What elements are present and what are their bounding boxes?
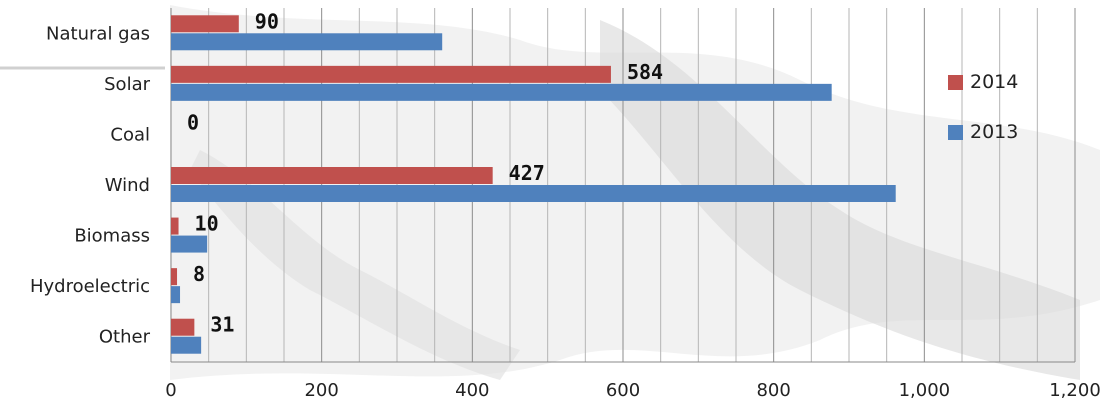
bar: [171, 235, 208, 253]
category-label: Biomass: [74, 226, 150, 247]
category-label: Wind: [105, 175, 150, 196]
x-tick-label: 600: [606, 380, 640, 401]
x-tick-label: 0: [165, 380, 176, 401]
bar: [171, 15, 239, 33]
category-label: Hydroelectric: [30, 276, 150, 297]
category-label: Coal: [110, 124, 150, 145]
bar: [171, 185, 896, 202]
legend-swatch: [948, 125, 963, 140]
legend-label: 2013: [970, 121, 1018, 143]
bar: [171, 286, 181, 304]
x-tick-label: 1,200: [1049, 380, 1101, 401]
legend-swatch: [948, 75, 963, 90]
bar: [171, 83, 832, 101]
data-label: 31: [210, 313, 234, 337]
category-label: Solar: [104, 74, 150, 95]
category-label: Natural gas: [46, 23, 150, 44]
x-tick-label: 800: [756, 380, 790, 401]
data-label: 10: [195, 212, 219, 236]
data-label: 584: [627, 60, 663, 84]
chart-bars: [171, 15, 896, 354]
bar: [171, 336, 202, 354]
bar: [171, 318, 195, 336]
legend-label: 2014: [970, 71, 1018, 93]
chart-labels: Natural gas 90 Solar 584 Coal 0 Wind 427 Biomass…: [30, 9, 663, 347]
data-label: 427: [509, 161, 545, 185]
x-tick-label: 400: [455, 380, 489, 401]
x-tick-label: 1,000: [899, 380, 951, 401]
data-label: 90: [255, 9, 279, 33]
bar: [171, 268, 178, 286]
bar: [171, 217, 179, 235]
x-tick-label: 200: [304, 380, 338, 401]
bar: [171, 65, 611, 83]
bar: [171, 33, 443, 51]
data-label: 8: [193, 262, 205, 286]
bar: [171, 167, 493, 184]
category-label: Other: [99, 327, 151, 348]
data-label: 0: [187, 110, 199, 134]
chart-legend: 2014 2013: [948, 71, 1018, 143]
